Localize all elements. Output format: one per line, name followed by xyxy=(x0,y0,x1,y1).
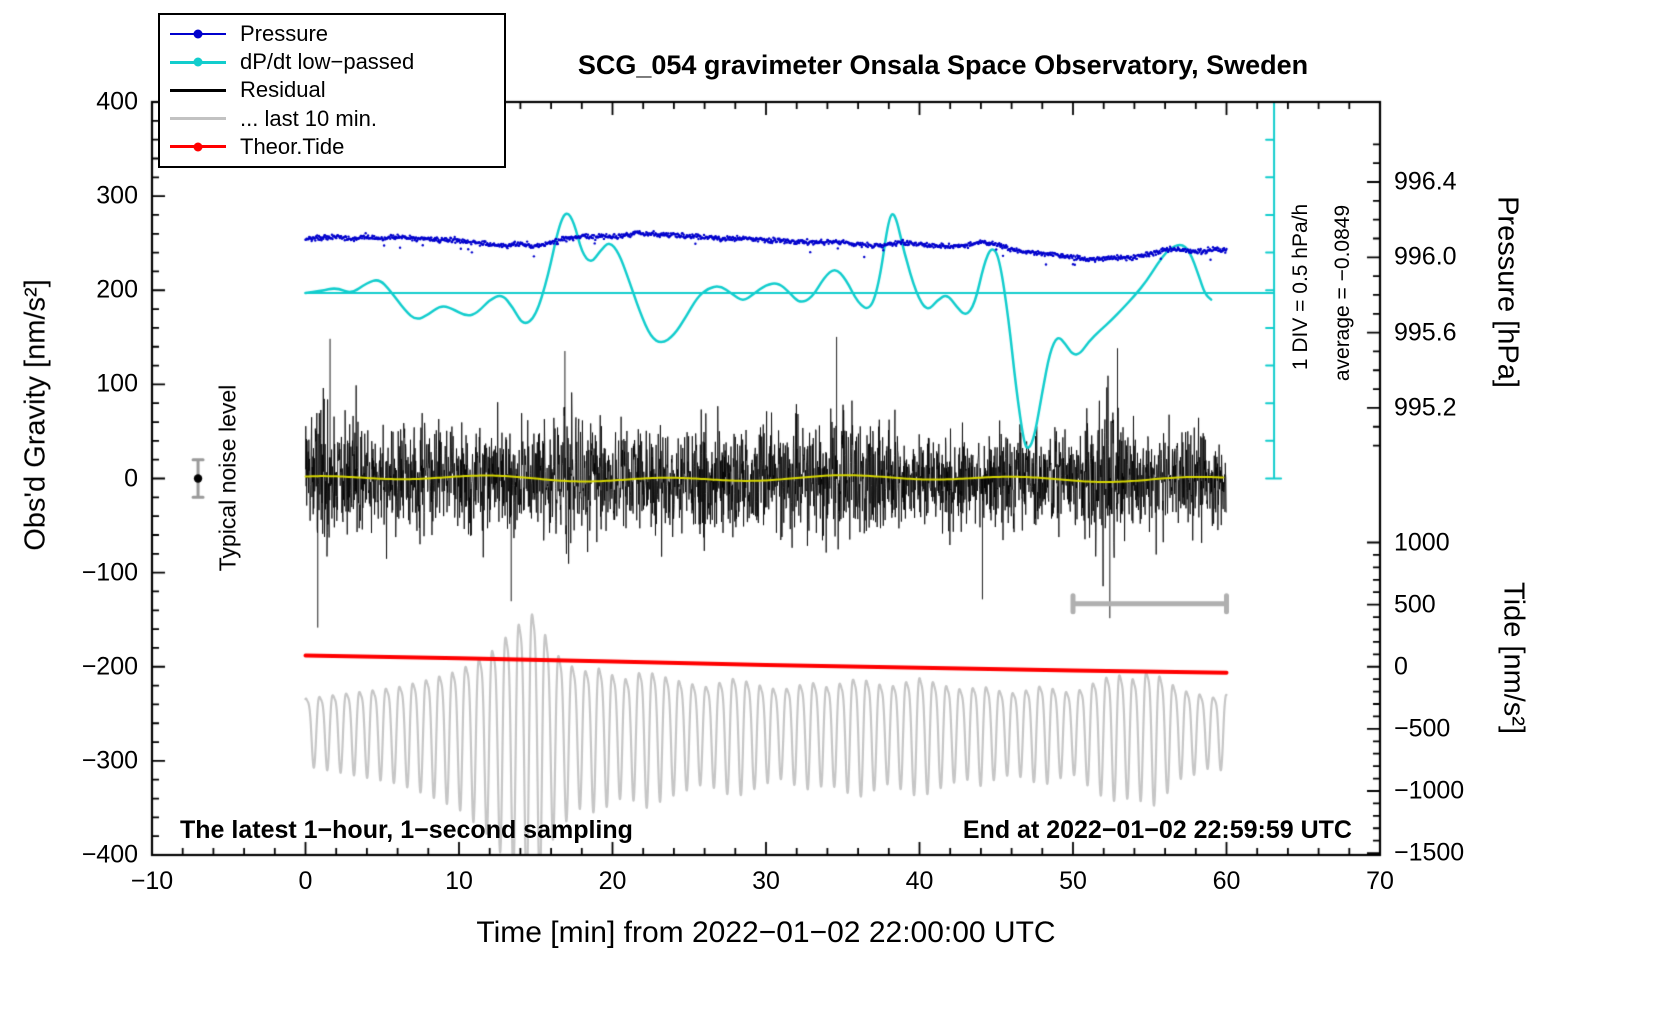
legend-item: Pressure xyxy=(160,21,504,48)
legend: Pressure dP/dt low−passed Residual... last… xyxy=(158,13,506,168)
x-tick-label: 0 xyxy=(298,867,313,895)
legend-item: dP/dt low−passed xyxy=(160,49,504,76)
tide-tick-label: 500 xyxy=(1394,590,1436,619)
chart-title: SCG_054 gravimeter Onsala Space Observat… xyxy=(577,50,1309,80)
gravity-tick-label: 300 xyxy=(96,181,138,210)
pressure-tick-label: 996.0 xyxy=(1394,242,1457,271)
end-time-annotation: End at 2022−01−02 22:59:59 UTC xyxy=(962,816,1352,844)
y-axis-label-gravity: Obs'd Gravity [nm/s²] xyxy=(19,279,52,551)
gravity-tick-label: 0 xyxy=(124,464,138,492)
x-tick-label: 30 xyxy=(752,867,780,895)
gravity-tick-label: 100 xyxy=(96,369,138,398)
legend-swatch-icon xyxy=(170,27,226,41)
noise-level-annotation: Typical noise level xyxy=(214,384,241,572)
gravity-tick-label: −200 xyxy=(81,652,138,681)
pressure-tick-label: 995.6 xyxy=(1394,318,1457,347)
legend-item-label: Residual xyxy=(240,77,326,103)
gravity-tick-label: 400 xyxy=(96,87,138,116)
legend-item: Theor.Tide xyxy=(160,133,504,160)
x-tick-label: −10 xyxy=(130,867,174,895)
gravity-tick-label: −100 xyxy=(81,558,138,587)
gravity-tick-label: 200 xyxy=(96,275,138,304)
x-tick-label: 60 xyxy=(1212,867,1241,895)
legend-item-label: Pressure xyxy=(240,21,329,47)
x-tick-label: 20 xyxy=(598,867,627,895)
x-tick-label: 40 xyxy=(905,867,934,895)
tide-tick-label: 1000 xyxy=(1394,528,1450,556)
x-axis-label: Time [min] from 2022−01−02 22:00:00 UTC xyxy=(476,916,1056,949)
pressure-tick-label: 995.2 xyxy=(1394,393,1457,422)
legend-swatch-icon xyxy=(170,112,226,126)
y-axis-label-pressure: Pressure [hPa] xyxy=(1491,196,1524,388)
tide-tick-label: −1000 xyxy=(1394,776,1465,805)
legend-item-label: Theor.Tide xyxy=(240,133,345,159)
gravity-tick-label: −300 xyxy=(81,746,138,775)
legend-item: Residual xyxy=(160,77,504,104)
legend-item-label: ... last 10 min. xyxy=(240,105,377,131)
pressure-tick-label: 996.4 xyxy=(1394,167,1457,196)
gravity-tick-label: −400 xyxy=(81,840,138,869)
div-scale-annotation: 1 DIV = 0.5 hPa/h xyxy=(1289,203,1312,371)
legend-item-label: dP/dt low−passed xyxy=(240,49,415,75)
y-axis-label-tide: Tide [nm/s²] xyxy=(1497,581,1530,735)
legend-swatch-icon xyxy=(170,83,226,97)
legend-swatch-icon xyxy=(170,140,226,154)
legend-swatch-icon xyxy=(170,55,226,69)
x-tick-label: 70 xyxy=(1366,867,1394,895)
legend-item: ... last 10 min. xyxy=(160,105,504,132)
tide-tick-label: −500 xyxy=(1394,714,1451,743)
average-annotation: average = −0.0849 xyxy=(1331,204,1354,382)
x-tick-label: 10 xyxy=(445,867,473,895)
tide-tick-label: 0 xyxy=(1394,652,1408,681)
x-tick-label: 50 xyxy=(1059,867,1087,895)
tide-tick-label: −1500 xyxy=(1394,838,1465,867)
sampling-annotation: The latest 1−hour, 1−second sampling xyxy=(180,816,633,844)
